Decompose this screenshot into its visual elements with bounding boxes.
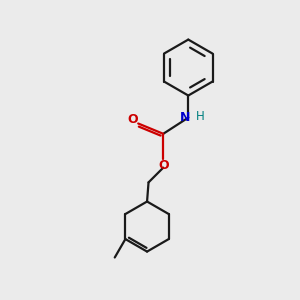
Text: H: H: [196, 110, 205, 123]
Text: N: N: [180, 111, 190, 124]
Text: O: O: [128, 113, 138, 127]
Text: O: O: [158, 159, 169, 172]
